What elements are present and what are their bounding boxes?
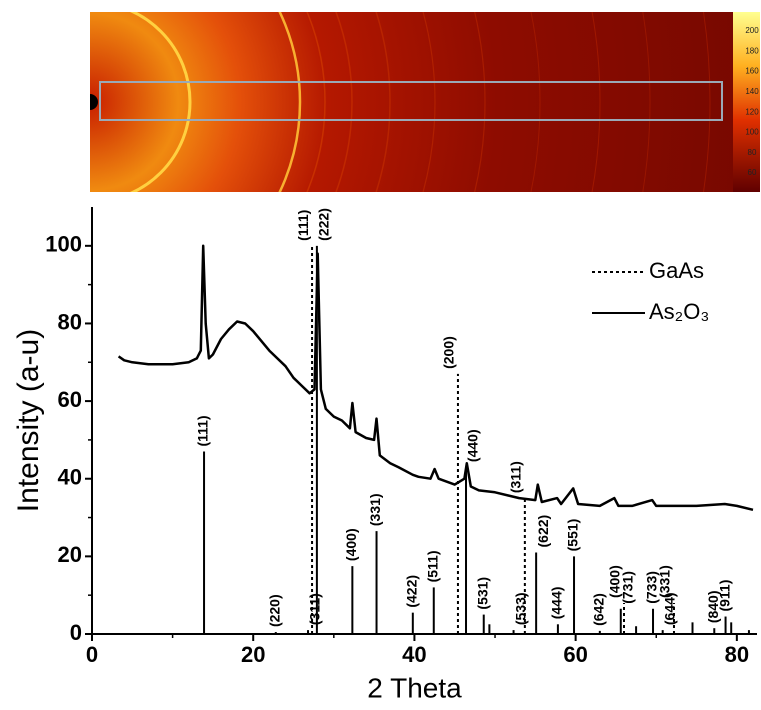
y-tick-label: 40 bbox=[58, 465, 82, 490]
stick-label: (220) bbox=[266, 594, 282, 627]
colorbar-tick-label: 60 bbox=[748, 168, 757, 177]
stick-label: (331) bbox=[657, 565, 673, 598]
y-tick-label: 100 bbox=[45, 232, 82, 257]
colorbar-tick-label: 80 bbox=[748, 148, 757, 157]
y-axis-label: Intensity (a-u) bbox=[12, 329, 45, 512]
x-tick-label: 20 bbox=[241, 642, 265, 667]
stick-label: (111) bbox=[195, 415, 211, 446]
stick-label: (200) bbox=[441, 336, 457, 369]
colorbar-tick-label: 120 bbox=[745, 107, 759, 116]
stick-label: (400) bbox=[607, 565, 623, 598]
x-tick-label: 40 bbox=[402, 642, 426, 667]
stick-label: (644) bbox=[661, 592, 677, 625]
stick-label: (440) bbox=[465, 429, 481, 462]
stick-label: (311) bbox=[508, 461, 524, 493]
y-tick-label: 60 bbox=[58, 387, 82, 412]
colorbar-tick-label: 140 bbox=[745, 87, 759, 96]
x-tick-label: 60 bbox=[563, 642, 587, 667]
stick-label: (531) bbox=[474, 577, 490, 610]
stick-label: (911) bbox=[716, 580, 732, 612]
stick-label: (731) bbox=[619, 571, 635, 604]
stick-label: (222) bbox=[316, 208, 332, 241]
y-tick-label: 80 bbox=[58, 309, 82, 334]
stick-label: (642) bbox=[591, 593, 607, 626]
stick-label: (511) bbox=[424, 550, 440, 582]
pattern-line bbox=[117, 244, 754, 512]
stick-label: (331) bbox=[367, 493, 383, 526]
stick-label: (400) bbox=[343, 528, 359, 561]
stick-label: (422) bbox=[404, 575, 420, 608]
colorbar-tick-label: 160 bbox=[745, 67, 759, 76]
stick-label: (840) bbox=[705, 590, 721, 623]
legend-label: As₂O₃ bbox=[649, 299, 709, 324]
y-tick-label: 20 bbox=[58, 542, 82, 567]
plot: 0 20 40 60 80 0 20 40 60 80 100 2 Theta Intensity (a… bbox=[12, 207, 757, 703]
colorbar-tick-label: 200 bbox=[745, 26, 759, 35]
legend-label: GaAs bbox=[649, 258, 704, 283]
colorbar-tick-label: 180 bbox=[745, 46, 759, 55]
x-tick-label: 80 bbox=[725, 642, 749, 667]
stick-label: (551) bbox=[565, 519, 581, 552]
y-tick-label: 0 bbox=[70, 620, 82, 645]
x-tick-label: 0 bbox=[86, 642, 98, 667]
stick-label: (733) bbox=[644, 571, 660, 604]
x-axis-label: 2 Theta bbox=[367, 672, 462, 703]
stick-label: (533) bbox=[512, 592, 528, 625]
stick-label: (444) bbox=[549, 587, 565, 620]
stick-label: (622) bbox=[535, 515, 551, 548]
stick-label: (111) bbox=[295, 210, 311, 241]
colorbar-ticks: 200 180 160 140 120 100 80 60 bbox=[745, 26, 759, 177]
colorbar-tick-label: 100 bbox=[745, 128, 759, 137]
stick-label: (311) bbox=[307, 593, 323, 625]
